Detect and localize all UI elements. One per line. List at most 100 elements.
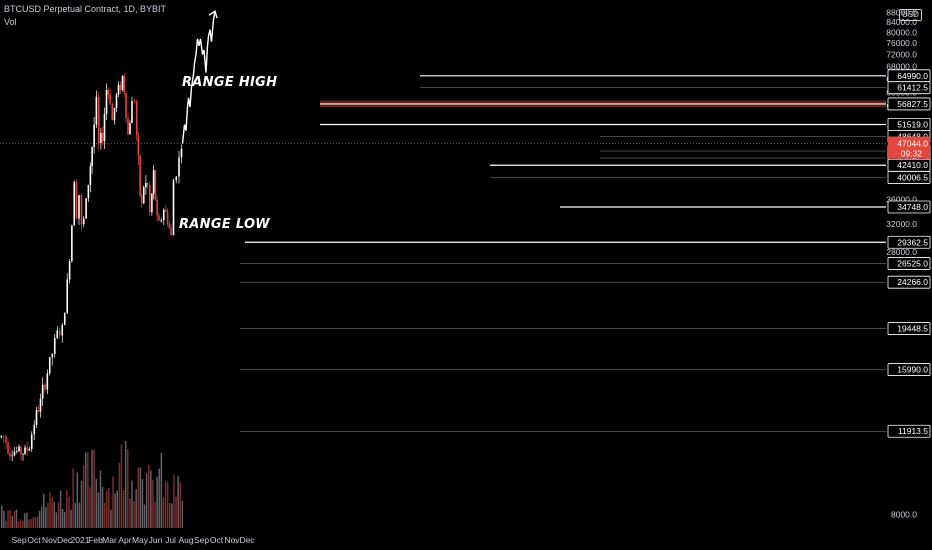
candle-body [75, 181, 78, 219]
y-tick-label: 88000.0 [886, 7, 917, 17]
volume-bar [173, 474, 175, 528]
volume-bar [137, 467, 139, 528]
candle-body [39, 398, 42, 412]
volume-bar [120, 444, 123, 528]
volume-bar [135, 488, 137, 528]
volume-bar [38, 510, 41, 528]
level-price-badge [887, 171, 931, 184]
level-price-badge [887, 424, 931, 438]
candle-body [129, 122, 131, 135]
volume-bar [116, 490, 118, 528]
volume-bar [160, 452, 163, 528]
y-tick-label: 36000.0 [886, 195, 917, 205]
volume-bar [61, 508, 64, 528]
y-tick-label: 80000.0 [886, 27, 917, 37]
candle-body [11, 455, 13, 457]
volume-bar [74, 502, 76, 528]
volume-bar [9, 510, 11, 528]
volume-bars [1, 441, 184, 528]
candle-body [151, 193, 153, 213]
candle-body [113, 107, 116, 121]
volume-bar [72, 468, 74, 528]
candle-body [71, 225, 73, 262]
candle-body [156, 199, 158, 216]
candle-body [123, 76, 126, 93]
volume-bar [13, 511, 16, 528]
level-price-badge [887, 363, 931, 376]
volume-bar [108, 488, 110, 528]
volume-bar [124, 441, 127, 528]
projection-path [181, 10, 218, 144]
candle-body [131, 101, 133, 123]
volume-bar [45, 506, 47, 528]
volume-bar [11, 516, 13, 528]
volume-bar [93, 449, 95, 528]
volume-bar [162, 497, 165, 528]
volume-bar [1, 505, 3, 528]
candle-body [135, 101, 138, 136]
volume-bar [156, 476, 158, 528]
chart-title: BTCUSD Perpetual Contract, 1D, BYBIT [4, 4, 167, 14]
x-tick-label: Sep [11, 535, 26, 545]
volume-bar [154, 501, 156, 528]
candle-body [18, 446, 20, 452]
level-price-label: 11913.5 [898, 426, 928, 436]
volume-bar [53, 501, 55, 528]
volume-bar [112, 476, 114, 528]
candle-body [48, 357, 51, 374]
level-price-badge [887, 97, 931, 111]
volume-bar [59, 490, 62, 528]
candle-body [139, 155, 141, 196]
volume-bar [106, 491, 108, 528]
candle-body [61, 324, 64, 336]
volume-bar [30, 519, 32, 528]
countdown-label: 09:32 [901, 149, 923, 159]
y-tick-label: 32000.0 [886, 219, 917, 229]
candle-body [26, 447, 28, 451]
candle-body [73, 181, 76, 226]
candle-body [44, 384, 46, 390]
level-price-label: 51519.0 [897, 119, 928, 129]
current-price-badge [888, 136, 930, 159]
level-price-badge [887, 81, 931, 95]
volume-bar [34, 517, 37, 528]
level-price-label: 61412.5 [897, 83, 928, 93]
candles [0, 73, 183, 462]
level-price-label: 42410.0 [897, 160, 928, 170]
candle-body [125, 92, 127, 119]
candle-body [180, 148, 183, 158]
volume-bar [148, 464, 150, 528]
level-price-label: 34748.0 [897, 202, 928, 212]
x-tick-label: Mar [102, 535, 117, 545]
currency-badge[interactable]: USD [899, 9, 922, 21]
level-price-label: 40006.5 [897, 172, 928, 182]
candle-body [137, 135, 140, 156]
level-price-badge [887, 235, 931, 249]
volume-bar [66, 490, 68, 528]
candle-body [168, 224, 171, 229]
volume-bar [22, 520, 24, 528]
x-tick-label: Nov [224, 535, 240, 545]
volume-bar [177, 476, 179, 528]
candle-body [127, 118, 129, 135]
x-tick-label: Nov [42, 535, 58, 545]
volume-bar [127, 449, 129, 528]
volume-bar [114, 493, 116, 528]
volume-bar [26, 512, 28, 528]
volume-bar [131, 480, 133, 528]
volume-bar [68, 496, 70, 528]
volume-bar [158, 468, 160, 528]
volume-bar [51, 497, 53, 528]
volume-bar [152, 480, 154, 528]
x-tick-label: Feb [88, 535, 103, 545]
candle-body [152, 170, 155, 194]
volume-bar [89, 487, 91, 528]
range-low-annotation: RANGE LOW [179, 216, 270, 232]
candle-body [119, 84, 122, 90]
volume-bar [166, 482, 169, 528]
x-tick-label: Oct [27, 535, 41, 545]
current-price-label: 47044.0 [897, 139, 928, 149]
